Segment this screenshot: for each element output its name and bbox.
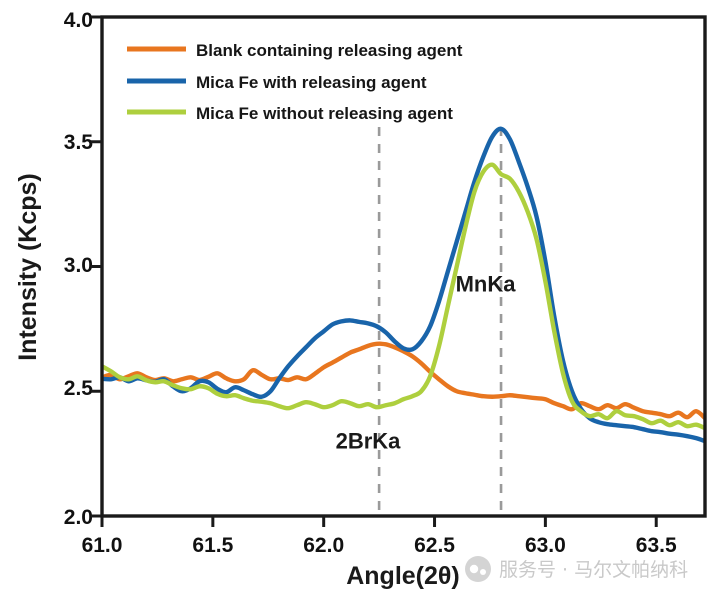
x-tick-label: 61.0	[82, 534, 123, 557]
annotation-label-0: 2BrKa	[336, 429, 402, 454]
legend-label-mica-with: Mica Fe with releasing agent	[196, 73, 427, 92]
annotation-label-1: MnKa	[456, 271, 517, 296]
x-tick-label: 61.5	[192, 534, 233, 557]
x-tick-label: 62.5	[414, 534, 455, 557]
y-tick-label: 3.0	[64, 254, 93, 277]
plot-annotations: 2BrKa MnKa	[336, 271, 517, 453]
circle-logo-inner2-icon	[480, 569, 486, 575]
y-tick-label: 3.5	[64, 131, 94, 154]
series-line-2	[102, 162, 705, 431]
y-tick-label: 2.5	[64, 377, 94, 400]
x-axis-title: Angle(2θ)	[346, 562, 460, 590]
watermark-text: 服务号 · 马尔文帕纳科	[499, 559, 688, 581]
watermark: 服务号 · 马尔文帕纳科	[465, 556, 688, 582]
y-tick-labels: 4.0 3.5 3.0 2.5 2.0	[64, 9, 94, 529]
x-tick-label: 63.0	[525, 534, 566, 557]
legend-label-blank: Blank containing releasing agent	[196, 41, 463, 60]
axis-tickmarks	[91, 15, 658, 527]
series-line-1	[102, 126, 705, 444]
legend-label-mica-without: Mica Fe without releasing agent	[196, 104, 453, 123]
x-tick-labels: 61.0 61.5 62.0 62.5 63.0 63.5	[82, 534, 677, 557]
y-tick-label: 2.0	[64, 506, 93, 529]
x-tick-label: 63.5	[636, 534, 677, 557]
x-tick-label: 62.0	[303, 534, 344, 557]
y-axis-title: Intensity (Kcps)	[14, 173, 42, 361]
data-series-group	[102, 126, 705, 444]
y-tick-label: 4.0	[64, 9, 93, 32]
chart-legend: Blank containing releasing agent Mica Fe…	[127, 41, 463, 123]
annotation-guide-lines	[377, 127, 503, 516]
circle-logo-inner-icon	[469, 564, 479, 574]
